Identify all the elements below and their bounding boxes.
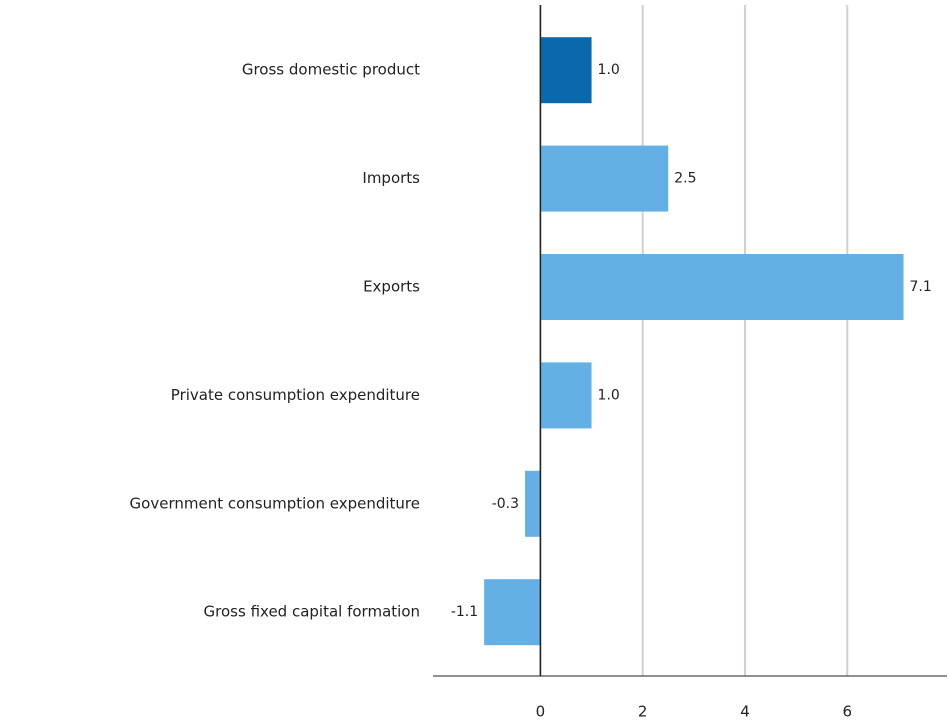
bar [540, 362, 592, 429]
category-label: Private consumption expenditure [171, 386, 420, 404]
category-label: Imports [362, 169, 420, 187]
x-tick-label: 0 [536, 703, 546, 721]
value-label: 1.0 [598, 62, 620, 78]
bar [484, 579, 541, 646]
category-label: Exports [363, 278, 420, 296]
bar [540, 37, 592, 104]
value-label: 7.1 [910, 279, 932, 295]
x-tick-label: 2 [638, 703, 648, 721]
bar [540, 145, 669, 212]
bar [540, 254, 904, 320]
value-label: -0.3 [492, 496, 519, 512]
value-label: 1.0 [598, 387, 620, 403]
category-label: Gross domestic product [242, 61, 420, 79]
value-label: -1.1 [451, 604, 478, 620]
category-label: Government consumption expenditure [130, 494, 420, 512]
x-tick-label: 4 [740, 703, 750, 721]
category-label: Gross fixed capital formation [204, 603, 420, 621]
x-tick-label: 6 [842, 703, 852, 721]
value-label: 2.5 [674, 171, 696, 187]
bar [525, 470, 541, 537]
